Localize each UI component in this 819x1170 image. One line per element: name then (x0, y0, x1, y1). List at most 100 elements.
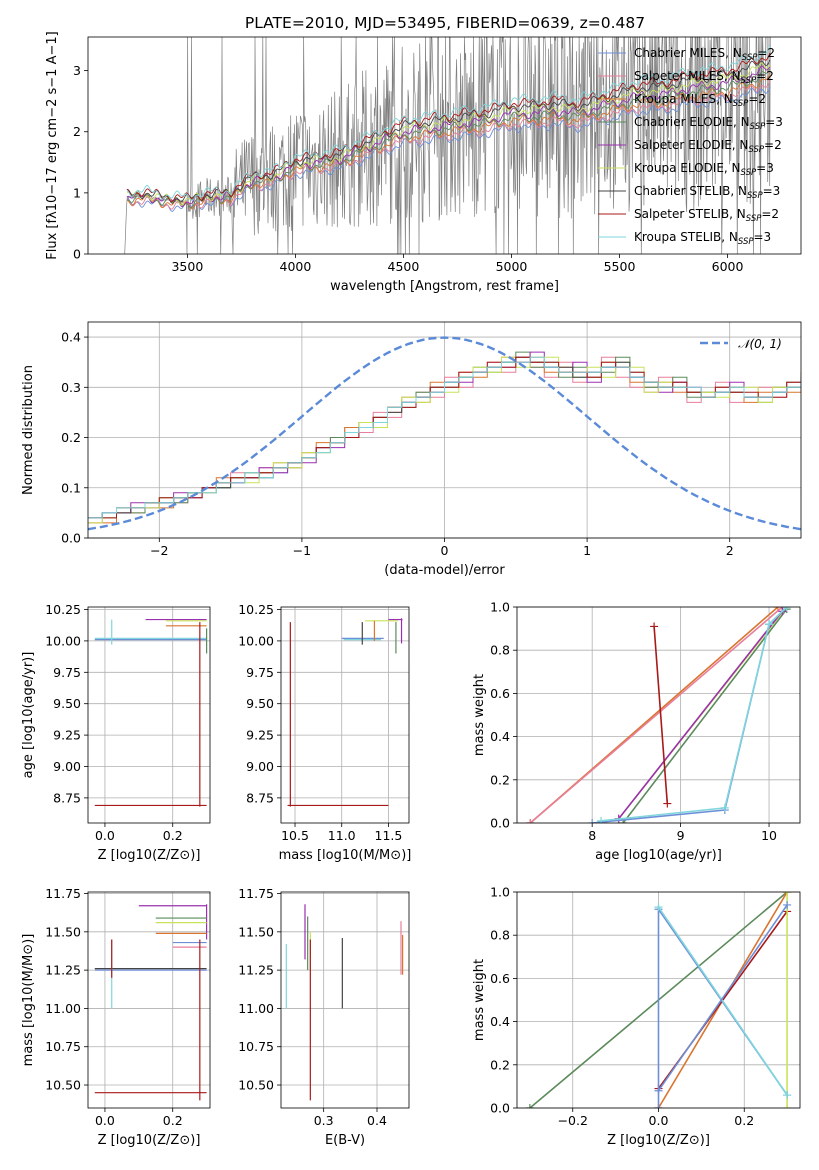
y-tick-label: 0.4 (490, 729, 510, 744)
histogram-series (88, 351, 801, 519)
x-tick-label: 8 (588, 828, 596, 843)
plot-area-residuals (88, 336, 801, 531)
y-axis-label-part: Flux [ (45, 224, 60, 260)
panel-mass_vs_Z: 0.0 0.2 10.50 10.75 11.00 11.25 11.50 11.75 Z [l… (21, 886, 211, 1148)
model-spectrum-line (126, 87, 771, 213)
y-tick-label: 0.6 (490, 686, 510, 701)
weight-marker (597, 816, 606, 823)
legend-nssp-value: =3 (754, 230, 772, 244)
weight-line (657, 906, 788, 1096)
y-axis-label-part: −1 (45, 36, 60, 55)
x-tick-label: 0.2 (163, 828, 183, 843)
x-axis-label: Z [log10(Z/Z⊙)] (98, 1133, 201, 1148)
y-axis-label-part: −17 (45, 167, 60, 194)
y-axis-label-part: (M/M (21, 955, 36, 987)
x-tick-label: 4000 (280, 259, 312, 274)
legend-series-name: Chabrier MILES (634, 46, 725, 60)
legend-series-name: Chabrier STELIB (634, 184, 730, 198)
x-axis-label-part: Z [log (98, 1133, 136, 1148)
x-tick-label: 0.2 (734, 1113, 754, 1128)
y-tick-label: 11.00 (238, 1001, 274, 1016)
legend-series-name: Kroupa ELODIE (634, 161, 724, 175)
histogram-series (88, 356, 801, 524)
y-tick-label: 0.1 (61, 480, 81, 495)
y-axis-label-part: ⊙ (21, 944, 36, 955)
weight-marker (654, 1104, 663, 1108)
legend-nssp-sub: SSP (750, 122, 766, 132)
model-spectrum-line (126, 59, 771, 204)
y-axis-label: Flux [fλ10−17 erg cm−2 s−1 A−1] (45, 31, 60, 259)
weight-marker (525, 1104, 534, 1108)
x-axis-label-part: (M/M (358, 848, 390, 863)
x-tick-label: 11.0 (328, 828, 356, 843)
y-tick-label: 10.25 (45, 602, 81, 617)
legend-entry: Kroupa MILES, NSSP=2 (634, 92, 766, 109)
x-tick-label: 4500 (388, 259, 420, 274)
legend-nssp-prefix: , N (716, 92, 733, 106)
y-tick-label: 0.6 (490, 971, 510, 986)
legend-nssp-sub: SSP (741, 168, 757, 178)
y-tick-label: 0.8 (490, 928, 510, 943)
y-axis-label-part: f (45, 219, 60, 224)
weight-marker (663, 799, 672, 808)
plot-area-age_vs_mass (287, 618, 403, 807)
legend-nssp-value: =3 (765, 115, 783, 129)
x-tick-label: 9 (677, 828, 685, 843)
x-axis-label-part: 10 (645, 1133, 662, 1148)
axes-frame (280, 891, 410, 1109)
x-axis-label-part: 10 (136, 848, 153, 863)
weight-marker (782, 607, 791, 611)
legend-series-name: Salpeter STELIB (634, 207, 729, 221)
model-spectrum-line (126, 79, 771, 210)
x-tick-label: 5000 (496, 259, 528, 274)
x-tick-label: 0.0 (95, 828, 115, 843)
legend-entry: Kroupa STELIB, NSSP=3 (634, 230, 771, 247)
y-tick-label: 0 (73, 247, 81, 262)
weight-line (592, 607, 788, 823)
y-tick-label: 11.75 (238, 886, 274, 901)
panel-age_vs_mass: 10.5 11.0 11.5 8.75 9.00 9.25 9.50 9.75 10.00 10.… (238, 602, 411, 863)
x-tick-label: 0 (441, 543, 449, 558)
weight-line (653, 626, 669, 804)
x-tick-label: 0.4 (367, 1113, 387, 1128)
axes-frame (516, 606, 801, 824)
legend-nssp-value: =2 (748, 92, 766, 106)
legend-nssp-prefix: , N (724, 161, 741, 175)
x-tick-label: 6000 (712, 259, 744, 274)
x-axis-label: mass [log10(M/M⊙)] (279, 848, 412, 863)
weight-line (622, 608, 788, 823)
x-axis-label-part: ⊙ (179, 848, 190, 863)
weight-marker (588, 819, 597, 823)
normal-reference-curve (88, 336, 801, 531)
model-spectrum-line (126, 52, 771, 203)
y-tick-label: 9.25 (246, 728, 274, 743)
y-tick-label: 0.2 (490, 1057, 510, 1072)
legend-entry: Salpeter MILES, NSSP=2 (634, 69, 774, 86)
legend-nssp-value: =2 (757, 46, 775, 60)
panel-spectrum: 3500 4000 4500 5000 5500 6000 0 1 2 3 wavelength [… (45, 31, 802, 294)
legend-nssp-value: =3 (756, 161, 774, 175)
plot-area-spectrum (124, 37, 771, 254)
x-axis-label-part: )] (401, 848, 411, 863)
y-tick-label: 9.75 (246, 665, 274, 680)
y-tick-label: 9.75 (53, 665, 81, 680)
x-axis-label-part: 10 (136, 1133, 153, 1148)
y-tick-label: 10.50 (45, 1078, 81, 1093)
y-axis-label: age [log10(age/yr)] (21, 652, 36, 779)
legend-nssp-value: =2 (764, 138, 782, 152)
y-tick-label: 3 (73, 63, 81, 78)
weight-marker (765, 620, 774, 629)
axes-frame (280, 606, 410, 824)
x-axis-label-part: ⊙ (179, 1133, 190, 1148)
x-axis-label: Z [log10(Z/Z⊙)] (98, 848, 201, 863)
axes-frame (87, 606, 211, 824)
y-tick-label: 0.0 (490, 1101, 510, 1116)
legend-entry: Kroupa ELODIE, NSSP=3 (634, 161, 774, 178)
x-axis-label-part: (age/yr)] (665, 848, 722, 863)
weight-marker (783, 1091, 792, 1100)
weight-line (529, 607, 783, 823)
y-tick-label: 1.0 (490, 885, 510, 900)
y-tick-label: 0.0 (490, 816, 510, 831)
x-tick-label: 0.0 (95, 1113, 115, 1128)
y-axis-label: Normed distribution (21, 365, 36, 495)
